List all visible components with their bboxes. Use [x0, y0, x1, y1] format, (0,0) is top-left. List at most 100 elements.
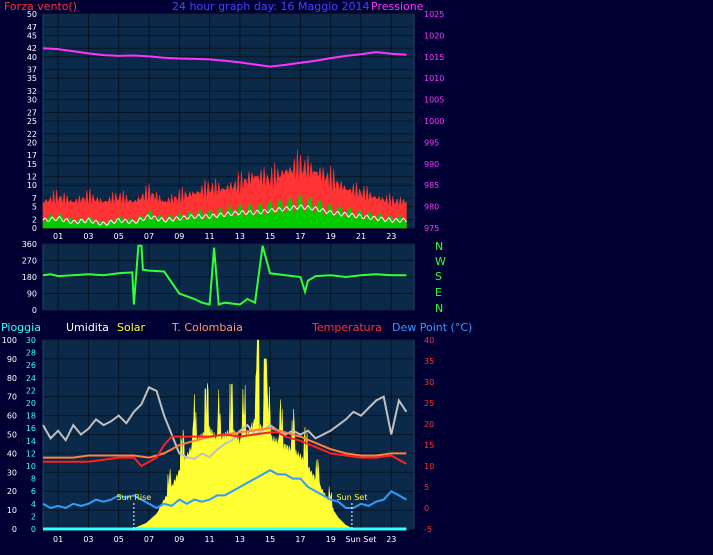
- wind-tick-label: 17: [27, 151, 37, 160]
- pressure-tick-label: 990: [424, 160, 439, 169]
- temp-tick-label: 5: [424, 483, 429, 492]
- hour-tick-label: 13: [235, 535, 245, 544]
- legend-umidita: Umidita: [66, 321, 109, 334]
- hour-tick-label: 15: [265, 535, 275, 544]
- page-title: 24 hour graph day: 16 Maggio 2014: [172, 0, 369, 13]
- hour-tick-label: 01: [53, 232, 63, 241]
- compass-n-bottom: N: [435, 302, 443, 315]
- humidity-tick-label: 40: [7, 449, 17, 458]
- humidity-tick-label: 80: [7, 374, 17, 383]
- wind-tick-label: 2: [32, 215, 37, 224]
- hour-tick-label: Sun Set: [346, 535, 377, 544]
- humidity-tick-label: 0: [12, 525, 17, 534]
- wind-tick-label: 22: [27, 130, 37, 139]
- wind-tick-label: 10: [27, 181, 37, 190]
- hour-tick-label: 21: [356, 232, 366, 241]
- wind-direction-plot: [42, 244, 407, 306]
- wind-tick-label: 15: [27, 160, 37, 169]
- rain-tick-label: 20: [26, 399, 36, 408]
- rain-tick-label: 2: [31, 512, 36, 521]
- rain-tick-label: 26: [26, 361, 36, 370]
- wind-tick-label: 30: [27, 96, 37, 105]
- rain-tick-label: 30: [26, 336, 36, 345]
- wind-tick-label: 7: [32, 194, 37, 203]
- temp-tick-label: 25: [424, 399, 434, 408]
- hour-tick-label: 13: [235, 232, 245, 241]
- compass-n-top: N: [435, 240, 443, 253]
- hour-tick-label: 23: [386, 535, 396, 544]
- wind-tick-label: 47: [27, 23, 37, 32]
- humidity-tick-label: 70: [7, 393, 17, 402]
- hour-tick-label: 03: [83, 535, 93, 544]
- legend-pioggia: Pioggia: [1, 321, 41, 334]
- hour-tick-label: 11: [204, 232, 214, 241]
- temperature-series: [43, 431, 407, 468]
- hour-tick-label: 03: [83, 232, 93, 241]
- wind-pressure-plot: [42, 47, 407, 229]
- weather-legend: Pioggia Umidita Solar T. Colombaia Tempe…: [1, 321, 472, 334]
- wind-tick-label: 35: [27, 74, 37, 83]
- temp-tick-label: 10: [424, 462, 434, 471]
- rain-tick-label: 10: [26, 462, 36, 471]
- rain-tick-label: 28: [26, 349, 36, 358]
- direction-tick-label: 180: [22, 273, 37, 282]
- hour-tick-label: 15: [265, 232, 275, 241]
- rain-tick-label: 4: [31, 500, 36, 509]
- wind-tick-label: 5: [32, 203, 37, 212]
- sun-annotation: Sun Set: [336, 493, 367, 502]
- direction-tick-label: 0: [32, 306, 37, 315]
- pressure-tick-label: 1000: [424, 117, 444, 126]
- pressure-tick-label: 1025: [424, 10, 444, 19]
- wind-tick-label: 40: [27, 53, 37, 62]
- pressure-tick-label: 1020: [424, 31, 444, 40]
- rain-tick-label: 12: [26, 449, 36, 458]
- wind-tick-label: 50: [27, 10, 37, 19]
- legend-solar: Solar: [117, 321, 146, 334]
- rain-tick-label: 18: [26, 412, 36, 421]
- hour-tick-label: 05: [114, 535, 124, 544]
- hour-tick-label: 19: [326, 535, 336, 544]
- legend-temperatura: Temperatura: [311, 321, 382, 334]
- pressure-tick-label: 980: [424, 203, 439, 212]
- hour-tick-label: 17: [295, 535, 305, 544]
- pressure-tick-label: 1015: [424, 53, 444, 62]
- temp-tick-label: 30: [424, 378, 434, 387]
- wind-tick-label: 27: [27, 108, 37, 117]
- wind-tick-label: 37: [27, 66, 37, 75]
- rain-tick-label: 8: [31, 475, 36, 484]
- legend-dew-point: Dew Point (°C): [392, 321, 472, 334]
- rain-tick-label: 16: [26, 424, 36, 433]
- humidity-tick-label: 10: [7, 506, 17, 515]
- wind-tick-label: 32: [27, 87, 37, 96]
- sun-annotation: Sun Rise: [117, 493, 152, 502]
- dew-point-series: [42, 469, 407, 510]
- wind-axis-title: Forza vento(): [4, 0, 77, 13]
- hour-tick-label: 07: [144, 232, 154, 241]
- rain-tick-label: 24: [26, 374, 36, 383]
- direction-tick-label: 270: [22, 257, 37, 266]
- compass-w: W: [435, 255, 446, 268]
- pressure-tick-label: 985: [424, 181, 439, 190]
- wind-tick-label: 42: [27, 44, 37, 53]
- humidity-tick-label: 30: [7, 468, 17, 477]
- weather-plot: Sun Rise Sun Set: [42, 339, 408, 531]
- humidity-tick-label: 100: [2, 336, 17, 345]
- wind-gust-series: [42, 149, 407, 229]
- humidity-tick-label: 90: [7, 355, 17, 364]
- temp-tick-label: 0: [424, 504, 429, 513]
- pressure-tick-label: 995: [424, 138, 439, 147]
- pressure-tick-label: 1005: [424, 96, 444, 105]
- humidity-series: [42, 385, 408, 461]
- wind-mean-line: [42, 204, 407, 227]
- direction-tick-label: 360: [22, 240, 37, 249]
- wind-avg-series: [42, 194, 407, 229]
- hour-tick-label: 05: [114, 232, 124, 241]
- hour-tick-label: 19: [326, 232, 336, 241]
- direction-series: [42, 244, 407, 306]
- temp-tick-label: 40: [424, 336, 434, 345]
- rain-tick-label: 0: [31, 525, 36, 534]
- humidity-tick-label: 20: [7, 487, 17, 496]
- temp-tick-label: -5: [424, 525, 432, 534]
- hour-tick-label: 11: [204, 535, 214, 544]
